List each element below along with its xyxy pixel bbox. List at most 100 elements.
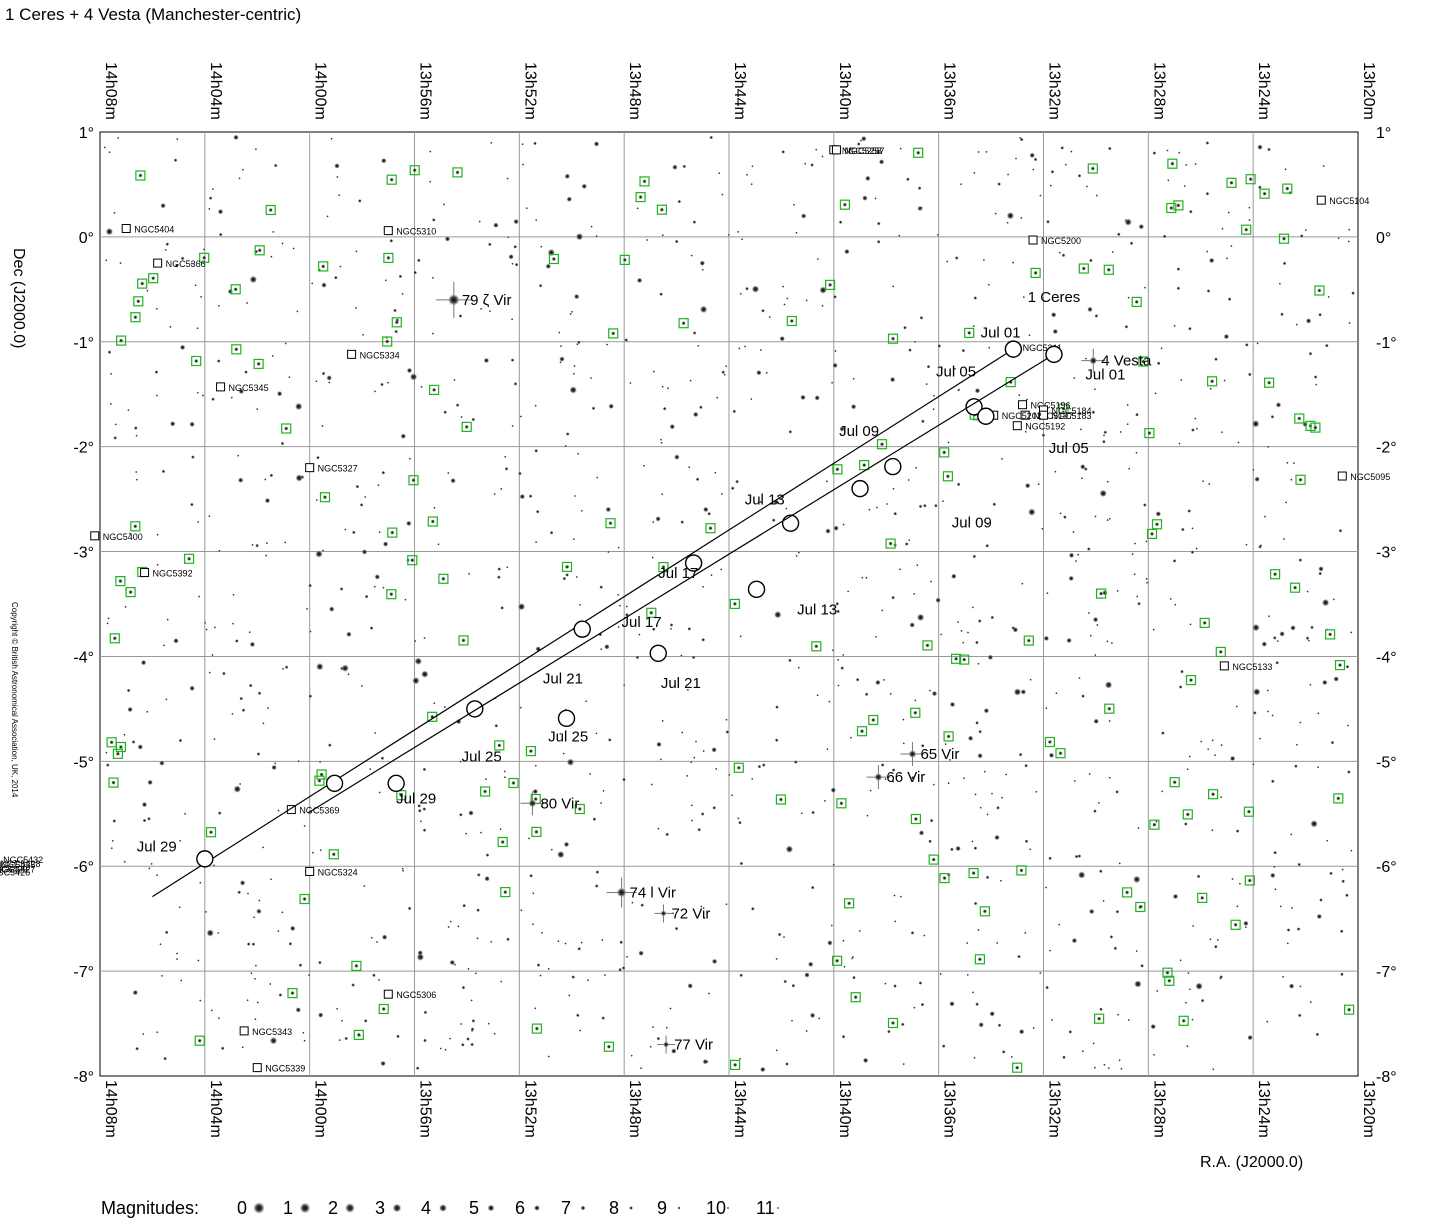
ceres-position-marker xyxy=(884,457,902,476)
field-star xyxy=(852,377,855,380)
field-star xyxy=(1284,501,1288,504)
field-star xyxy=(1142,503,1147,507)
deep-sky-marker xyxy=(1131,296,1142,307)
field-star xyxy=(281,911,284,914)
field-star xyxy=(1190,550,1195,555)
field-star xyxy=(1140,963,1144,968)
deep-sky-marker xyxy=(1138,356,1149,367)
field-star xyxy=(640,903,645,908)
field-star xyxy=(1050,169,1055,174)
field-star xyxy=(832,362,838,369)
field-star xyxy=(686,774,689,778)
field-star xyxy=(890,1020,896,1026)
field-star xyxy=(1085,185,1089,188)
field-star xyxy=(997,1023,1002,1028)
deep-sky-marker xyxy=(705,523,716,534)
field-star xyxy=(232,593,235,596)
field-star xyxy=(669,627,673,630)
field-star xyxy=(105,763,110,767)
field-star xyxy=(351,983,355,987)
field-star xyxy=(208,515,211,518)
deep-sky-marker xyxy=(786,315,797,327)
field-star xyxy=(318,760,322,764)
field-star xyxy=(269,473,274,478)
deep-sky-marker xyxy=(974,954,986,965)
field-star xyxy=(105,259,108,262)
bright-star-label: 80 Vir xyxy=(540,795,579,812)
field-star xyxy=(562,752,565,755)
field-star xyxy=(1011,261,1015,264)
field-star xyxy=(1229,755,1236,762)
deep-sky-marker xyxy=(531,1023,543,1034)
field-star xyxy=(118,744,124,750)
ra-tick-label-top: 13h20m xyxy=(1360,62,1377,120)
field-star xyxy=(1046,592,1049,595)
field-star xyxy=(1093,718,1099,725)
field-star xyxy=(109,402,113,406)
field-star xyxy=(389,177,394,182)
deep-sky-marker xyxy=(1207,789,1219,800)
field-star xyxy=(326,215,329,218)
field-star xyxy=(1208,482,1211,486)
field-star xyxy=(159,760,165,766)
field-star xyxy=(155,394,159,397)
field-star xyxy=(855,677,860,682)
field-star xyxy=(611,331,616,336)
field-star xyxy=(1099,1007,1103,1012)
field-star xyxy=(307,973,311,977)
field-star xyxy=(649,610,654,615)
field-star xyxy=(1247,878,1253,883)
field-star xyxy=(1285,186,1290,191)
field-star xyxy=(336,175,339,179)
field-star xyxy=(825,528,831,534)
field-star xyxy=(364,594,369,599)
field-star xyxy=(1178,442,1181,445)
field-star xyxy=(909,622,915,628)
field-star xyxy=(1319,898,1323,902)
field-star xyxy=(759,348,763,352)
field-star xyxy=(186,556,192,561)
field-star xyxy=(890,336,896,341)
field-star xyxy=(297,760,300,763)
deep-sky-marker xyxy=(1324,629,1336,640)
field-star xyxy=(375,940,379,944)
field-star xyxy=(309,630,312,633)
field-star xyxy=(1019,868,1024,873)
field-star xyxy=(497,567,502,571)
field-star xyxy=(328,606,335,612)
field-star xyxy=(1221,227,1224,230)
field-star xyxy=(1087,611,1091,615)
field-star xyxy=(390,530,395,535)
deep-sky-marker xyxy=(859,460,870,471)
deep-sky-marker xyxy=(850,992,861,1003)
field-star xyxy=(975,1002,979,1007)
field-star xyxy=(904,542,909,546)
field-star xyxy=(630,1054,633,1057)
field-star xyxy=(1305,318,1312,324)
field-star xyxy=(1348,228,1351,231)
field-star xyxy=(269,982,272,986)
deep-sky-marker xyxy=(191,355,202,367)
deep-sky-marker xyxy=(328,849,339,860)
field-star xyxy=(339,265,342,268)
dec-tick-label-left: -7° xyxy=(73,964,94,981)
field-star xyxy=(1324,343,1329,348)
field-star xyxy=(720,568,723,571)
field-star xyxy=(736,765,741,770)
field-star xyxy=(1068,1030,1073,1034)
field-star xyxy=(1180,669,1184,674)
field-star xyxy=(811,810,815,815)
field-star xyxy=(1024,839,1029,844)
field-star xyxy=(230,396,233,399)
dec-tick-label-left: -2° xyxy=(73,440,94,457)
galaxy-marker xyxy=(305,463,315,473)
field-star xyxy=(1318,571,1323,576)
field-star xyxy=(455,170,460,175)
field-star xyxy=(315,380,318,383)
field-star xyxy=(534,1026,540,1031)
ceres-position-marker xyxy=(781,514,800,532)
field-star xyxy=(850,403,857,410)
field-star xyxy=(728,773,731,777)
field-star xyxy=(217,208,224,215)
